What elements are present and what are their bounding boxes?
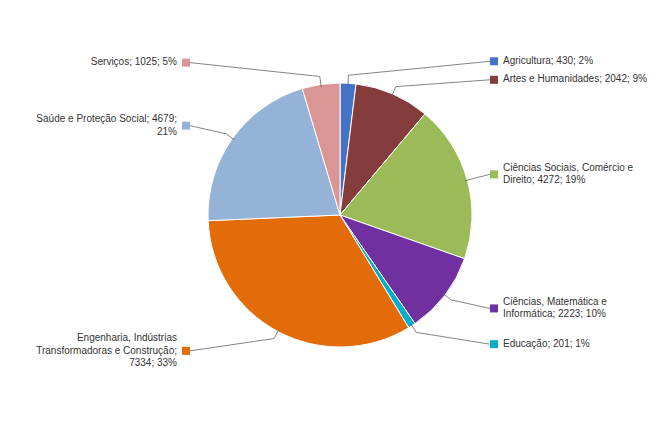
leader-line [465, 174, 490, 181]
label-swatch [490, 340, 498, 348]
pie-slice [302, 83, 340, 215]
label-swatch [182, 59, 190, 67]
chart-container: Agricultura; 430; 2% Artes e Humanidades;… [0, 0, 660, 430]
slice-label: Educação; 201; 1% [503, 338, 590, 349]
label-swatch [490, 57, 498, 65]
pie-slice [208, 215, 409, 347]
label-swatch [490, 304, 498, 312]
leader-line [190, 126, 235, 140]
slice-label: Agricultura; 430; 2% [503, 55, 593, 66]
leader-line [190, 63, 321, 87]
label-swatch [182, 122, 190, 130]
slice-label: Engenharia, IndústriasTransformadoras e … [36, 332, 177, 368]
label-swatch [182, 347, 190, 355]
slice-label: Saúde e Proteção Social; 4679;21% [36, 113, 177, 136]
slice-label: Ciências Sociais, Comércio eDireito; 427… [503, 162, 633, 186]
leader-line [443, 293, 490, 308]
leader-line [348, 61, 490, 86]
leader-lines [190, 61, 490, 351]
leader-line [410, 323, 490, 344]
label-swatch [490, 76, 498, 84]
chart: Agricultura; 430; 2% Artes e Humanidades;… [0, 0, 660, 430]
labels: Agricultura; 430; 2% Artes e Humanidades;… [36, 55, 647, 368]
leader-line [392, 80, 490, 97]
slice-label: Serviços; 1025; 5% [91, 56, 177, 67]
label-swatch [490, 170, 498, 178]
pie [208, 83, 472, 347]
slice-label: Artes e Humanidades; 2042; 9% [503, 73, 647, 84]
slice-label: Ciências, Matemática eInformática; 2223;… [503, 296, 607, 320]
leader-line [190, 329, 279, 351]
